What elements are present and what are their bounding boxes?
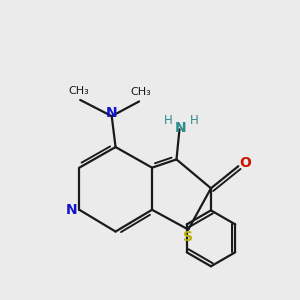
Text: O: O: [239, 156, 251, 170]
Text: CH₃: CH₃: [68, 85, 89, 95]
Text: N: N: [66, 203, 78, 217]
Text: S: S: [183, 230, 193, 244]
Text: N: N: [175, 121, 187, 135]
Text: CH₃: CH₃: [130, 87, 151, 97]
Text: N: N: [106, 106, 118, 120]
Text: H: H: [164, 114, 172, 127]
Text: H: H: [190, 114, 199, 127]
